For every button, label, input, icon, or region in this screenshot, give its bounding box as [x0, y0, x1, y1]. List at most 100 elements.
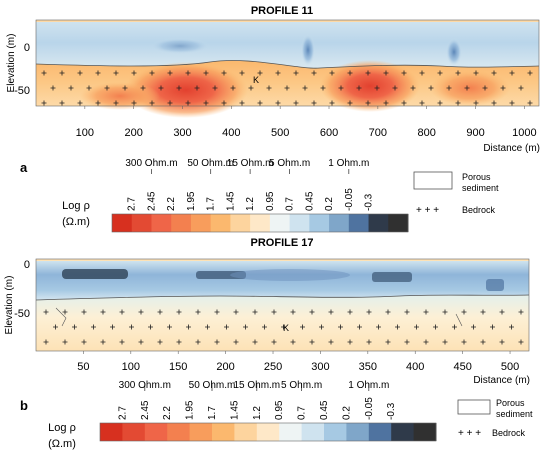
bedrock-cross — [357, 324, 362, 330]
bedrock-cross — [328, 309, 334, 315]
profile-17-xlabel: Distance (m) — [473, 375, 530, 386]
scale-a-stop-label: 1.2 — [245, 197, 256, 211]
scale-a-color-cell — [250, 214, 271, 232]
bedrock-cross — [138, 339, 144, 345]
bedrock-cross — [414, 324, 419, 330]
bedrock-cross — [53, 324, 58, 330]
bedrock-cross — [41, 70, 47, 76]
bedrock-cross — [491, 70, 497, 76]
bedrock-cross — [271, 309, 277, 315]
profile-11-xtick-label: 400 — [222, 127, 240, 139]
profile-17-section — [35, 258, 530, 352]
bedrock-cross — [167, 100, 173, 106]
bedrock-cross — [518, 339, 524, 345]
bedrock-cross — [518, 85, 524, 91]
bedrock-cross — [186, 324, 191, 330]
bedrock-cross — [72, 324, 77, 330]
scale-a-unit-label: (Ω.m) — [62, 216, 90, 228]
scale-b-ohm-marker-label: 5 Ohm.m — [281, 380, 322, 391]
bedrock-cross — [455, 70, 461, 76]
bedrock-cross — [281, 324, 286, 330]
bedrock-cross — [59, 100, 65, 106]
scale-a-color-cell — [368, 214, 389, 232]
bedrock-cross — [43, 339, 49, 345]
bedrock-cross — [214, 309, 220, 315]
bedrock-cross — [195, 339, 201, 345]
bedrock-cross — [473, 70, 479, 76]
bedrock-cross — [365, 70, 371, 76]
bedrock-cross — [290, 309, 296, 315]
bedrock-cross — [149, 70, 155, 76]
bedrock-cross — [221, 70, 227, 76]
bedrock-cross — [203, 70, 209, 76]
scale-b-stop-label: 1.7 — [207, 406, 218, 420]
legend-b-porous-label-2: sediment — [496, 409, 533, 419]
bedrock-cross — [140, 85, 146, 91]
profile-11-xtick-label: 100 — [76, 127, 94, 139]
bedrock-cross — [311, 70, 317, 76]
bedrock-cross — [471, 324, 476, 330]
scale-b-stop-label: 0.95 — [274, 400, 285, 420]
bedrock-cross — [404, 309, 410, 315]
profile-11-xtick-label: 1000 — [512, 127, 536, 139]
bedrock-cross — [122, 85, 128, 91]
bedrock-cross — [509, 100, 515, 106]
bedrock-cross — [347, 339, 353, 345]
bedrock-cross — [104, 85, 110, 91]
bedrock-cross — [518, 309, 524, 315]
bedrock-cross — [148, 324, 153, 330]
scale-b-color-cell — [346, 423, 370, 441]
bedrock-cross — [383, 70, 389, 76]
bedrock-cross — [500, 85, 506, 91]
bedrock-cross — [347, 70, 353, 76]
bedrock-cross — [385, 309, 391, 315]
scale-a-stop-label: 0.7 — [285, 197, 296, 211]
profile-11-panel: PROFILE 11 K Elevation (m) 0 -50 100 200 3… — [6, 5, 540, 175]
profile-11-section — [35, 19, 540, 118]
profile-11-xticks: 100 200 300 400 500 600 700 800 900 1000 — [76, 106, 537, 139]
profile-11-xtick-label: 900 — [466, 127, 484, 139]
bedrock-cross — [59, 70, 65, 76]
scale-a-color-cell — [112, 214, 133, 232]
scale-b-color-cell — [391, 423, 415, 441]
bedrock-cross — [383, 100, 389, 106]
profile-11-ytick-0: 0 — [24, 42, 30, 54]
scale-b-stop-label: -0.3 — [386, 402, 397, 420]
bedrock-cross — [119, 339, 125, 345]
bedrock-cross — [129, 324, 134, 330]
bedrock-cross — [252, 339, 258, 345]
profile-17-xtick-label: 50 — [77, 361, 89, 373]
profile-17-xtick-label: 150 — [169, 361, 187, 373]
scale-b-ohm-marker-label: 300 Ohm.m — [119, 380, 171, 391]
scale-b-stop-label: 2.45 — [140, 400, 151, 420]
scale-a-stop-label: 2.7 — [127, 197, 138, 211]
profile-17-xtick-label: 450 — [453, 361, 471, 373]
bedrock-cross — [176, 309, 182, 315]
profile-17-bedrock — [36, 295, 529, 351]
scale-b-color-cell — [100, 423, 123, 441]
scale-a-color-cell — [230, 214, 251, 232]
profile-17-title: PROFILE 17 — [251, 237, 314, 249]
scale-a-stop-label: 0.2 — [324, 197, 335, 211]
legend-a-porous-swatch — [413, 171, 453, 190]
scale-b-unit-label: (Ω.m) — [48, 438, 76, 450]
bedrock-cross — [302, 85, 308, 91]
bedrock-cross — [509, 324, 514, 330]
profile-17-ytick-0: 0 — [24, 259, 30, 271]
scale-a-ohm-marker-label: 1 Ohm.m — [328, 158, 369, 169]
scale-b-color-cell — [212, 423, 235, 441]
bedrock-cross — [239, 100, 245, 106]
scale-b-ohm-marker-label: 50 Ohm.m — [189, 380, 236, 391]
bedrock-cross — [262, 324, 267, 330]
scale-a-color-cell — [171, 214, 192, 232]
profile-17-ytick-50: -50 — [14, 308, 30, 320]
scale-a-stop-label: 0.45 — [304, 191, 315, 211]
profile-11-xtick-label: 800 — [417, 127, 435, 139]
bedrock-cross — [233, 339, 239, 345]
bedrock-cross — [442, 339, 448, 345]
profile-11-xtick-label: 300 — [173, 127, 191, 139]
bedrock-cross — [401, 70, 407, 76]
bedrock-cross — [442, 309, 448, 315]
scale-a-stop-label: 1.45 — [225, 191, 236, 211]
bedrock-cross — [446, 85, 452, 91]
